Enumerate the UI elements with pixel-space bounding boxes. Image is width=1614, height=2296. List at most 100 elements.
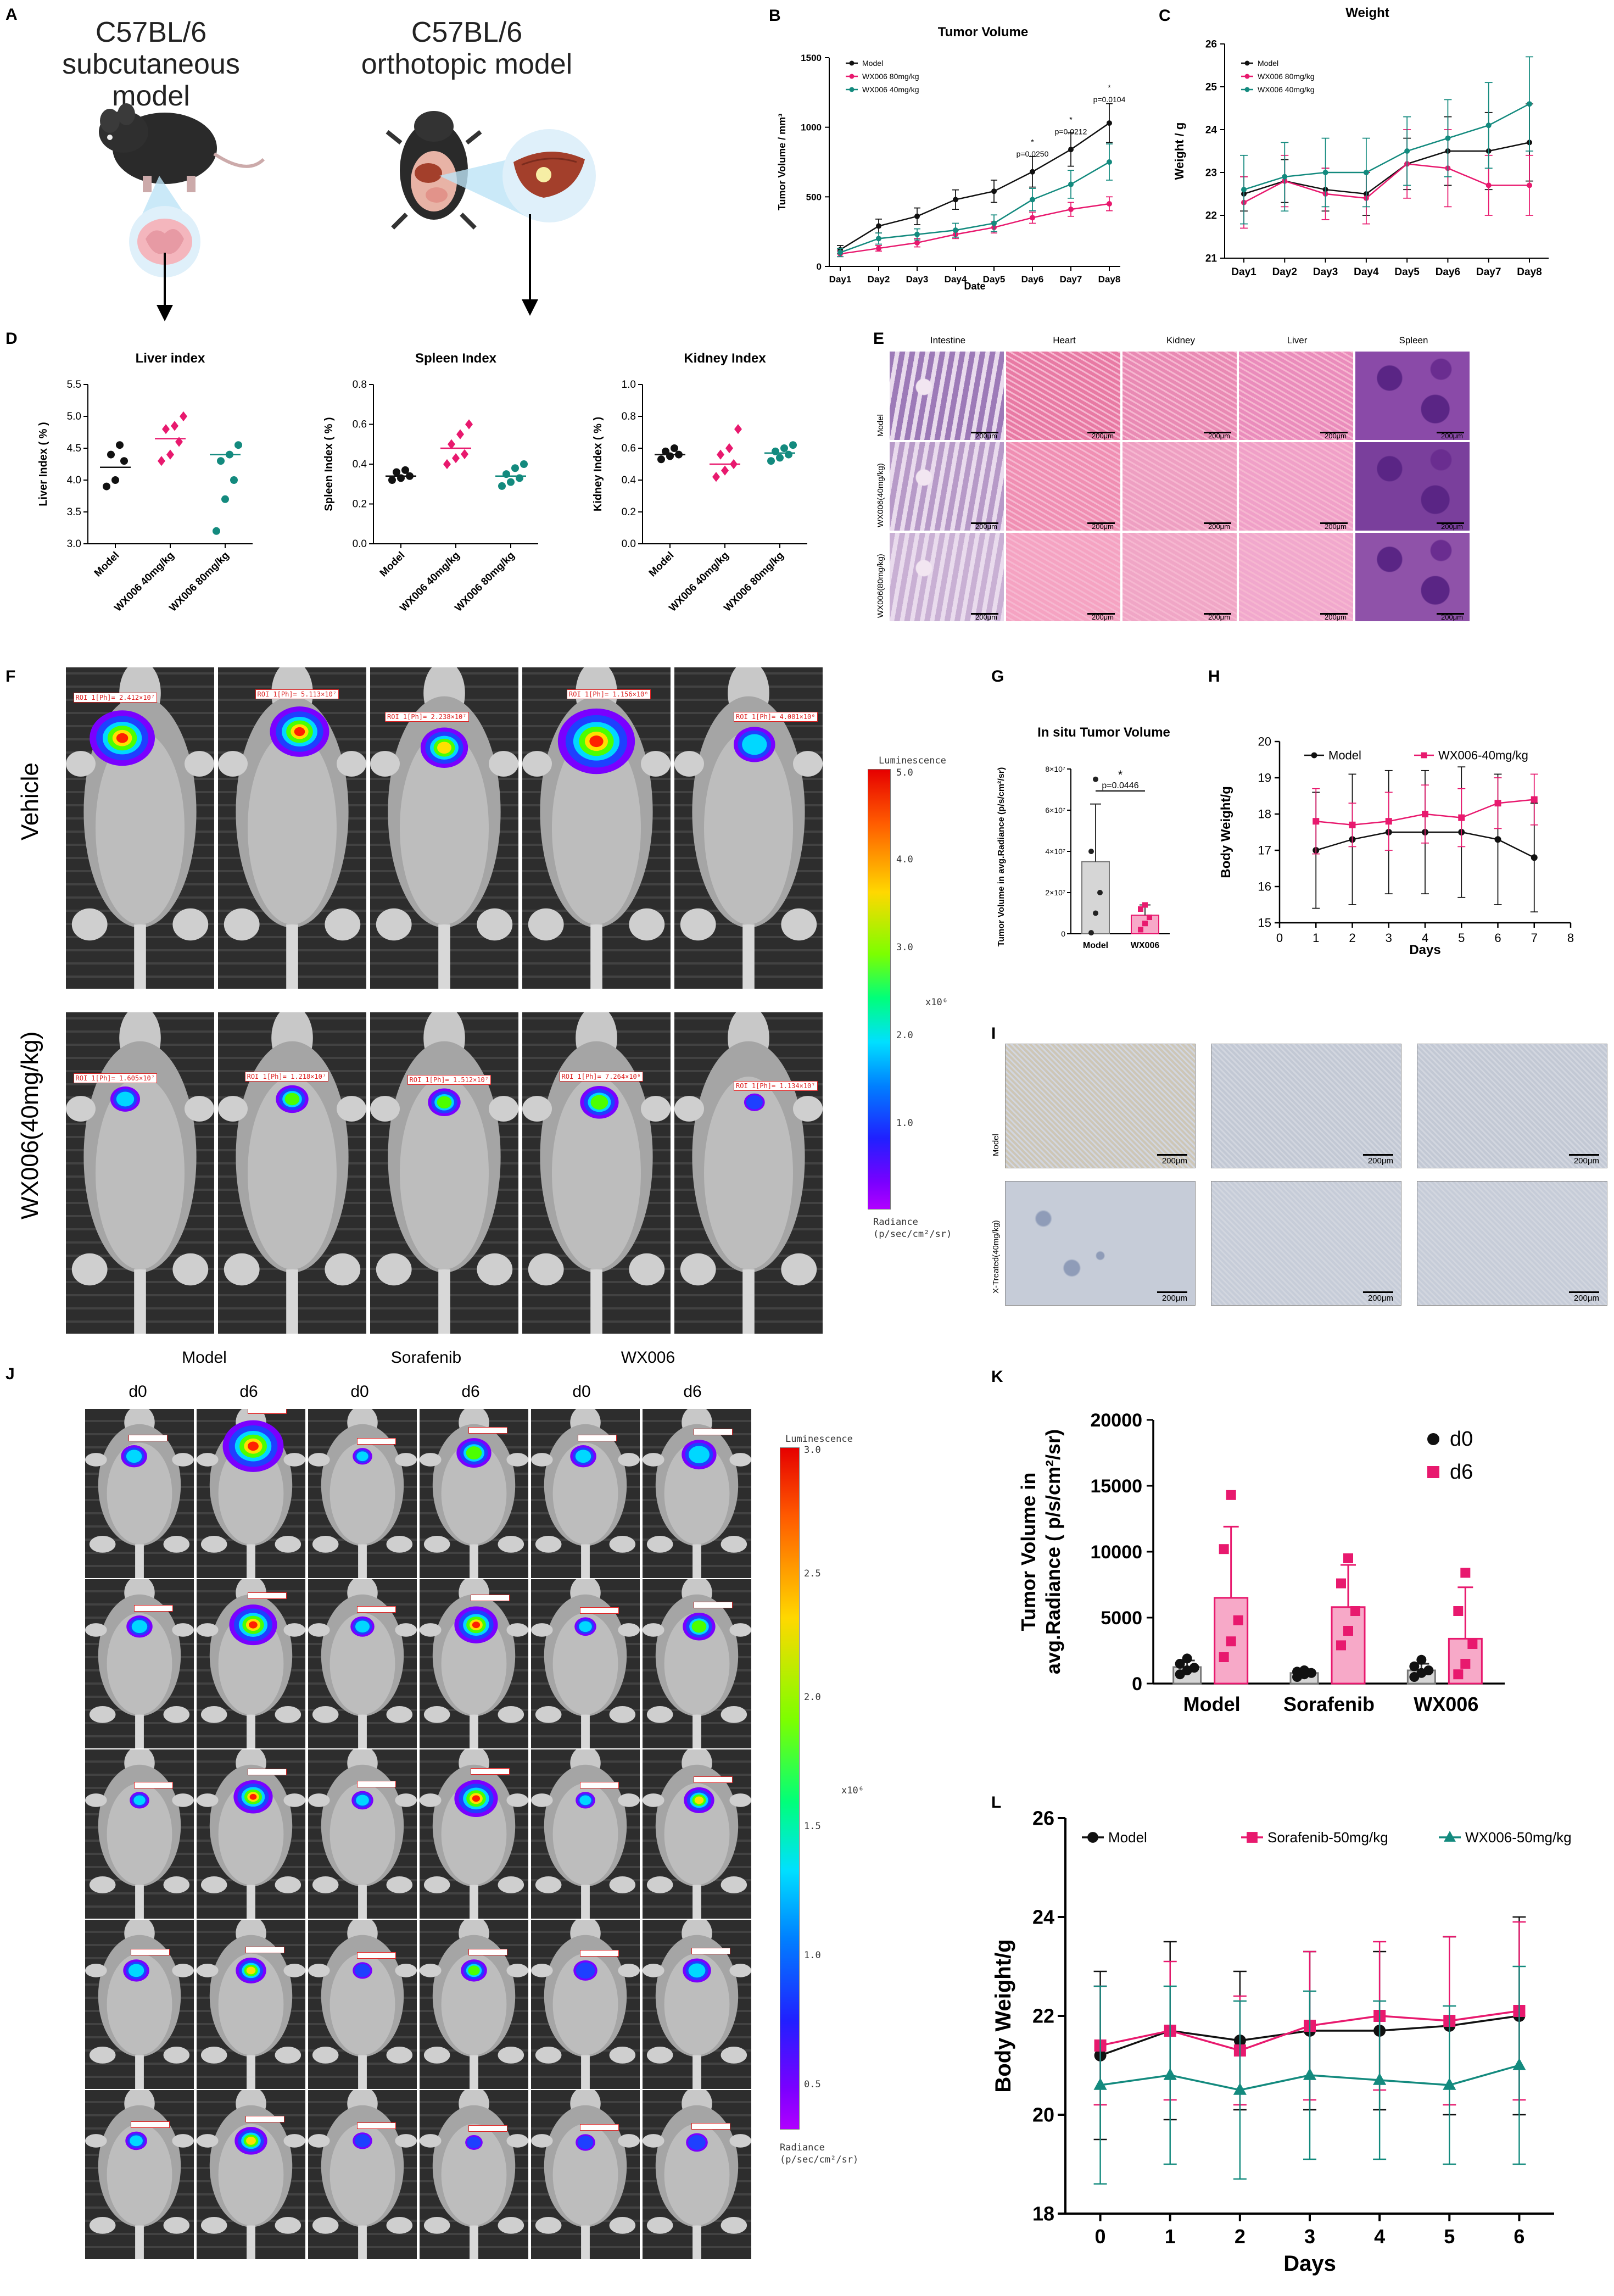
chartH-legend-marker-0 [1311, 752, 1317, 759]
roi-label [357, 2122, 396, 2130]
chartD2-point-2-5 [520, 460, 528, 468]
panel-e-image-0-4: 200μm [1355, 352, 1470, 440]
chartL-series-2-point-0 [1093, 2077, 1107, 2090]
roi-label [357, 1606, 396, 1613]
panel-e-image-1-2: 200μm [1122, 442, 1237, 531]
panel-e-image-2-4: 200μm [1355, 533, 1470, 621]
chart-b-tumor-volume: 0 500 1000 1500 Day1 Day2 Day3 Day4 Day5 Day6 Day7… [777, 53, 1126, 292]
chartH-xtick-label-5: 5 [1458, 931, 1465, 945]
panel-i-scale-text: 200μm [1573, 1294, 1599, 1303]
chartC-legend-label-0: Model [1258, 59, 1278, 68]
chartB-series-0-point-7 [1107, 120, 1112, 126]
panel-j-mouse-3-5 [643, 1920, 751, 2089]
chartC-xtick-label-7: Day8 [1517, 266, 1542, 278]
chartC-ytick-label-5: 26 [1205, 39, 1217, 51]
panel-e-row-2: WX006(80mg/kg) [876, 554, 885, 618]
roi-label [248, 1769, 287, 1776]
chart-g-ytick-label-2: 4×10⁷ [1045, 847, 1065, 856]
chartH-ylabel: Body Weight/g [1219, 786, 1233, 878]
chart-g-ytick-label-1: 2×10⁷ [1045, 888, 1065, 897]
mouse-body [522, 1012, 671, 1334]
panel-j-group-0: Model [182, 1348, 227, 1367]
panel-j-colorbar-tick-1: 2.5 [804, 1568, 821, 1579]
chartC-legend-marker-0 [1244, 60, 1250, 66]
chartL-ylabel: Body Weight/g [991, 1939, 1015, 2092]
chartH-series-1-point-1 [1349, 821, 1356, 828]
chartD2-ytick-label-2: 0.4 [353, 459, 367, 470]
panel-f-colorbar-title: Luminescence [879, 755, 946, 766]
chartB-xtick-label-0: Day1 [829, 274, 852, 285]
roi-label [468, 1949, 508, 1956]
chartD2-title: Spleen Index [415, 351, 497, 366]
chartD3-title: Kidney Index [684, 351, 766, 366]
mouse-body [420, 2090, 528, 2259]
mouse-body [66, 1012, 214, 1334]
roi-label [248, 1592, 287, 1600]
mouse-body [643, 1920, 751, 2089]
chart-k-point-1-2-1 [1460, 1659, 1471, 1669]
chartL-legend-marker-0 [1087, 1832, 1098, 1843]
chartD3-point-1-3 [717, 449, 724, 460]
mouse-body [308, 1579, 417, 1748]
panel-e-scalebar [1320, 522, 1348, 524]
chartL-ytick-label-3: 24 [1032, 1906, 1054, 1929]
chartH-xtick-label-7: 7 [1531, 931, 1538, 945]
chart-g-ytick-label-3: 6×10⁷ [1045, 806, 1065, 815]
chartL-legend-label-1: Sorafenib-50mg/kg [1267, 1829, 1388, 1846]
roi-label: ROI 1[Ph]= 2.412×10⁷ [73, 692, 157, 703]
panel-f-bioluminescence: ROI 1[Ph]= 2.412×10⁷ ROI 1[Ph]= 5.113×10⁷… [66, 667, 851, 1338]
mouse-body [308, 2090, 417, 2259]
panel-f-mouse-1-3: ROI 1[Ph]= 7.264×10⁶ [522, 1012, 671, 1334]
chart-k-ytick-label-4: 20000 [1090, 1410, 1142, 1431]
panel-e-image-2-3: 200μm [1239, 533, 1353, 621]
chartC-series-2-point-5 [1445, 135, 1451, 141]
chartD2-xtick-label-1: WX006 40mg/kg [398, 550, 462, 614]
chartL-series-2-point-4 [1373, 2072, 1387, 2085]
chart-g-point-1-0 [1138, 927, 1143, 933]
chartC-ytick-label-1: 22 [1205, 210, 1217, 222]
panel-a-left-title: C57BL/6 subcutaneous model [33, 16, 269, 112]
panel-label-k: K [991, 1368, 1003, 1386]
chartB-series-2-line [840, 161, 1110, 253]
panel-label-d: D [5, 330, 18, 348]
chartL-xtick-label-5: 5 [1444, 2225, 1455, 2248]
chartH-xtick-label-1: 1 [1313, 931, 1319, 945]
panel-label-f: F [5, 667, 16, 686]
chartB-xtick-label-2: Day3 [906, 274, 929, 285]
chartH-ytick-label-4: 19 [1258, 771, 1271, 785]
panel-f-mouse-0-4: ROI 1[Ph]= 4.081×10⁶ [674, 667, 823, 989]
panel-j-mouse-0-1 [197, 1409, 305, 1578]
roi-label [694, 1602, 733, 1609]
chartB-series-2-point-3 [953, 227, 958, 233]
chart-g-pvalue: p=0.0446 [1102, 781, 1138, 790]
panel-e-scalebar [1204, 522, 1231, 524]
chartC-series-1-point-7 [1527, 182, 1532, 188]
panel-j-mouse-0-4 [531, 1409, 640, 1578]
panel-j-colorbar-gradient [780, 1447, 800, 2130]
panel-label-j: J [5, 1365, 15, 1383]
chart-k-legend-label-0: d0 [1450, 1428, 1473, 1451]
chartD3-point-0-0 [657, 455, 665, 464]
chart-k-point-1-1-1 [1343, 1626, 1353, 1636]
chartD2-ytick-label-1: 0.2 [353, 499, 367, 510]
chartD3-xtick-label-1: WX006 40mg/kg [667, 550, 731, 614]
roi-label [245, 2116, 285, 2123]
chartD1-ytick-label-5: 5.5 [67, 379, 81, 391]
chartC-series-1-point-6 [1485, 182, 1492, 188]
panel-i-scalebar [1569, 1154, 1599, 1156]
chartB-series-1-point-1 [876, 246, 881, 252]
chartD3-ytick-label-2: 0.4 [622, 475, 636, 486]
chartC-xtick-label-3: Day4 [1354, 266, 1379, 278]
chartL-xtick-label-3: 3 [1304, 2225, 1315, 2248]
panel-a-left-title-line1: C57BL/6 [95, 16, 207, 48]
panel-i-image-0-1: 200μm [1211, 1044, 1401, 1168]
panel-j-mouse-1-5 [643, 1579, 751, 1748]
chartB-ylabel: Tumor Volume / mm³ [777, 114, 788, 210]
chartH-legend-label-0: Model [1328, 749, 1361, 762]
panel-i-ihc: Model 200μm 200μm 200μm X-Treated(40mg/kg) 20… [991, 1044, 1607, 1313]
mouse-body [370, 667, 518, 989]
panel-label-i: I [991, 1024, 996, 1043]
chartB-series-1-point-5 [1030, 215, 1035, 221]
panel-e-scale-text: 200μm [1091, 432, 1114, 440]
panel-j-mouse-0-2 [308, 1409, 417, 1578]
